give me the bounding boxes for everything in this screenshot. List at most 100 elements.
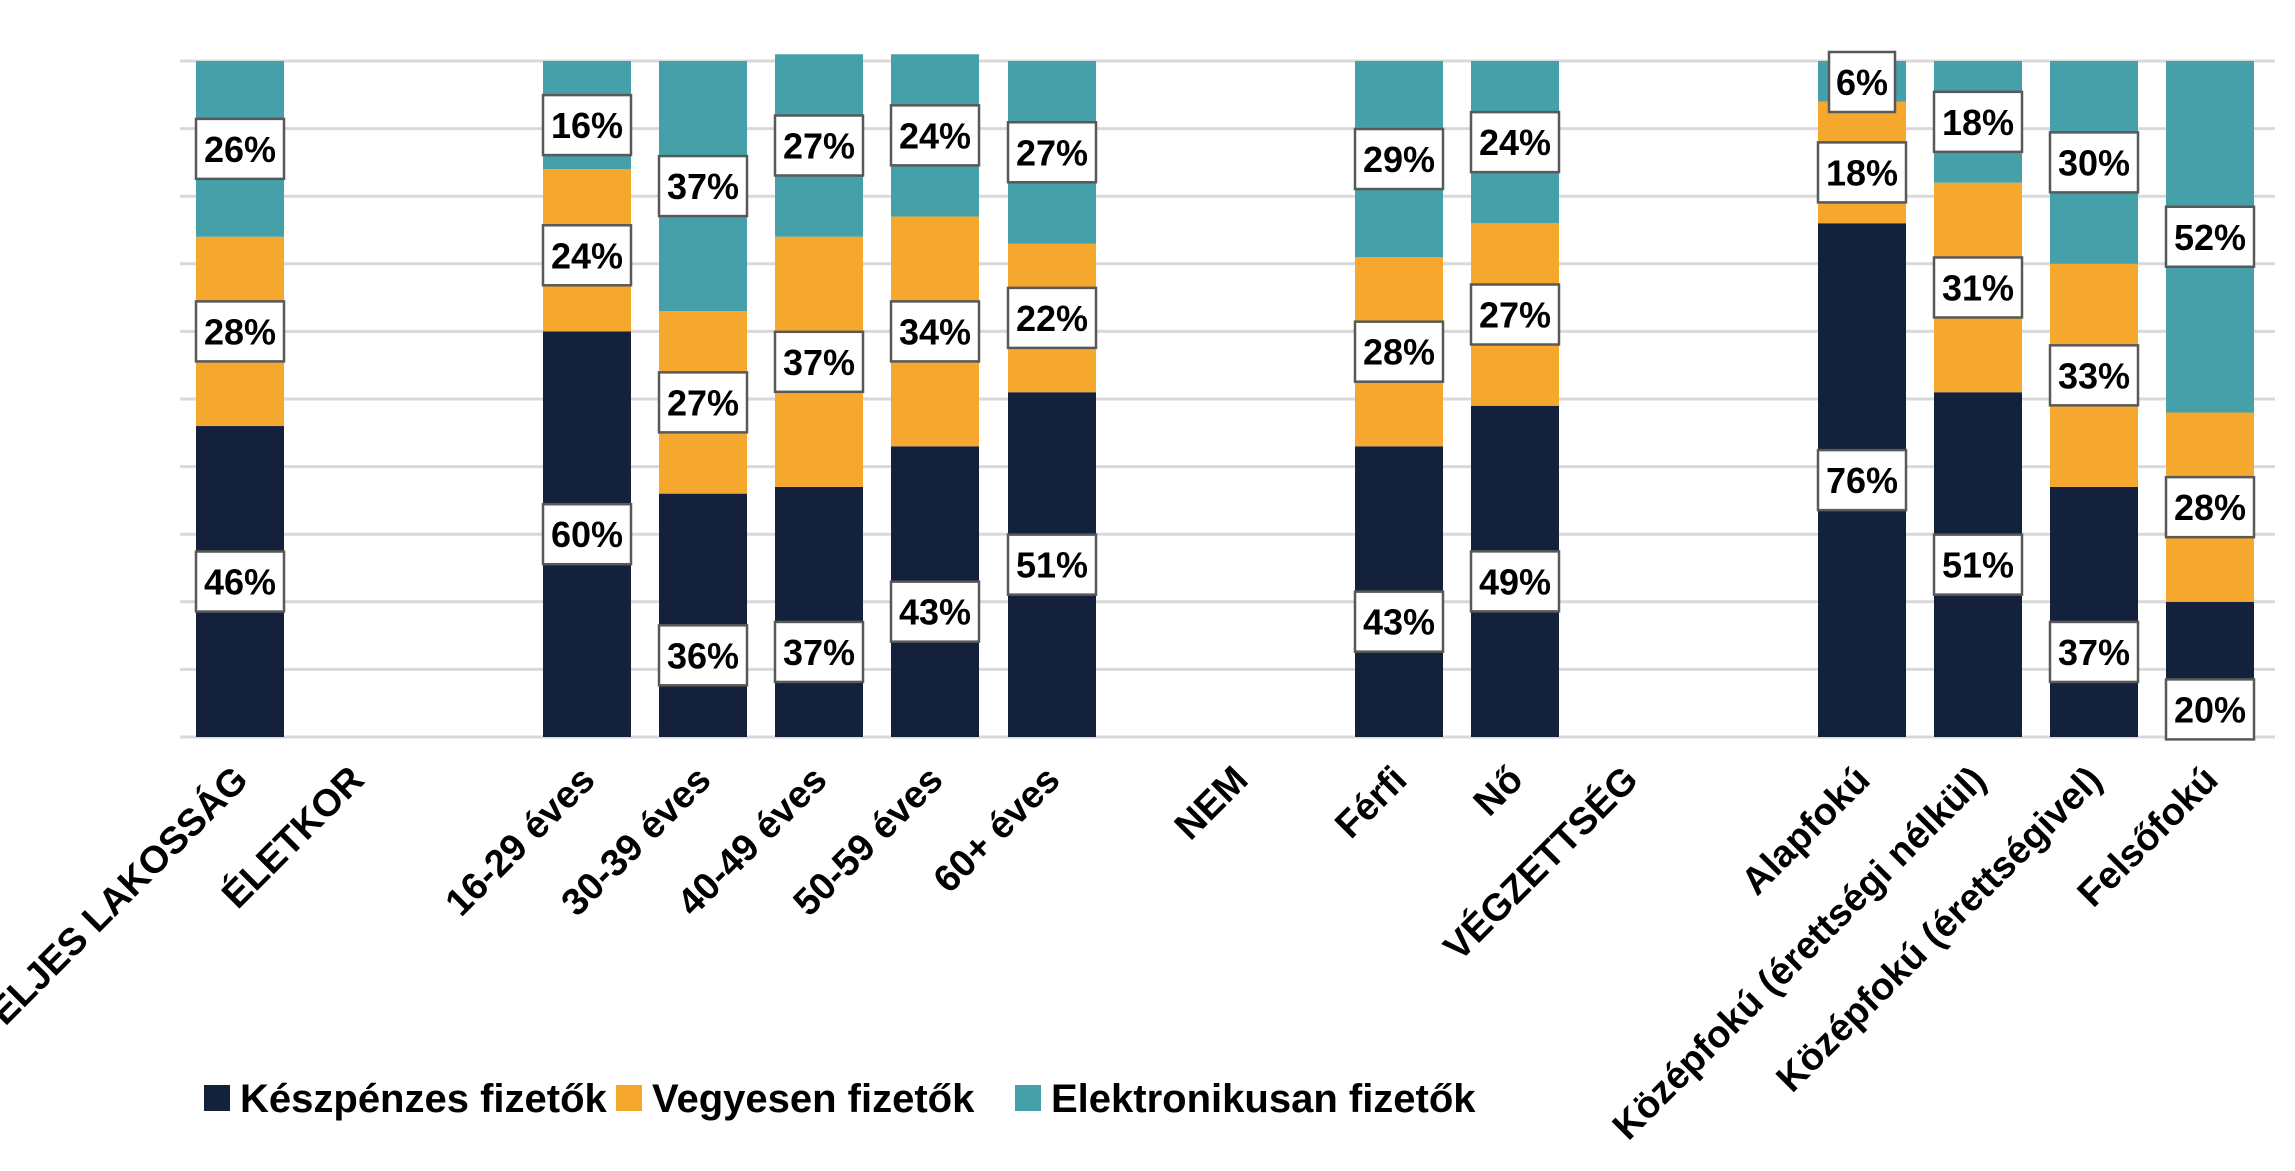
data-label: 37% — [2048, 620, 2140, 684]
data-label-box — [1006, 121, 1098, 184]
legend-label: Elektronikusan fizetők — [1051, 1077, 1476, 1121]
data-label-text: 76% — [1826, 460, 1898, 501]
legend-item: Elektronikusan fizetők — [1015, 1077, 1476, 1121]
data-label-text: 24% — [1479, 122, 1551, 163]
data-label-box — [889, 580, 981, 643]
legend-item: Készpénzes fizetők — [204, 1077, 608, 1121]
data-label-box — [541, 502, 633, 566]
legend-label: Vegyesen fizetők — [652, 1077, 975, 1121]
data-label-box — [2048, 620, 2140, 684]
data-label-box — [2164, 678, 2256, 741]
data-label: 34% — [889, 300, 981, 363]
data-label-text: 28% — [1363, 332, 1435, 373]
data-label: 27% — [1006, 121, 1098, 184]
bar-stack — [2166, 61, 2254, 737]
data-label-box — [1006, 533, 1098, 596]
data-label-text: 27% — [667, 382, 739, 423]
data-label-box — [1006, 286, 1098, 350]
data-label: 29% — [1353, 127, 1445, 191]
data-label-box — [2048, 131, 2140, 194]
data-label-box — [773, 114, 865, 177]
data-labels: 46% 28% 26% 60% 24% 16% 36% 27% 37% 37% 37% 27% 43% 3… — [194, 50, 2256, 741]
data-label-text: 37% — [2058, 632, 2130, 673]
bar-stack — [1934, 61, 2022, 737]
data-label: 6% — [1827, 50, 1897, 114]
data-label-box — [1469, 550, 1561, 613]
data-label-box — [1353, 590, 1445, 653]
data-label-text: 52% — [2174, 217, 2246, 258]
data-label-text: 36% — [667, 635, 739, 676]
data-label: 16% — [541, 93, 633, 157]
legend-item: Vegyesen fizetők — [616, 1077, 975, 1121]
data-label-box — [2048, 344, 2140, 407]
data-label-box — [657, 624, 749, 687]
data-label-box — [541, 93, 633, 157]
data-label-text: 18% — [1826, 152, 1898, 193]
data-label: 49% — [1469, 550, 1561, 613]
data-label-box — [889, 104, 981, 167]
gridlines — [180, 59, 2275, 739]
data-label: 28% — [194, 300, 286, 363]
data-label: 20% — [2164, 678, 2256, 741]
data-label: 22% — [1006, 286, 1098, 350]
data-label: 28% — [1353, 320, 1445, 383]
data-label-text: 27% — [783, 126, 855, 167]
data-label: 30% — [2048, 131, 2140, 194]
data-label-box — [1816, 448, 1908, 512]
data-label-text: 28% — [2174, 487, 2246, 528]
bar-segment — [775, 486, 863, 737]
data-label: 24% — [1469, 110, 1561, 174]
data-label: 24% — [541, 224, 633, 287]
data-label-box — [1932, 256, 2024, 319]
data-label-text: 6% — [1836, 62, 1888, 103]
category-label: NEM — [1167, 759, 1256, 848]
data-label: 37% — [773, 330, 865, 394]
data-label: 37% — [657, 154, 749, 218]
data-label: 27% — [1469, 283, 1561, 346]
data-label-box — [541, 224, 633, 287]
data-label-box — [1932, 533, 2024, 596]
data-label-box — [2164, 205, 2256, 269]
legend-label: Készpénzes fizetők — [240, 1077, 608, 1121]
category-label: VÉGZETTSÉG — [1435, 757, 1647, 969]
bar-stacks — [196, 54, 2254, 738]
data-label: 60% — [541, 502, 633, 566]
data-label-text: 24% — [551, 235, 623, 276]
category-label: Férfi — [1327, 759, 1415, 847]
data-label: 36% — [657, 624, 749, 687]
legend: Készpénzes fizetők Vegyesen fizetők Elektr… — [204, 1077, 1476, 1121]
data-label: 43% — [889, 580, 981, 643]
data-label: 18% — [1932, 90, 2024, 154]
data-label-text: 24% — [899, 115, 971, 156]
data-label-box — [1353, 320, 1445, 383]
data-label-box — [194, 550, 286, 613]
data-label-box — [657, 154, 749, 218]
data-label-text: 18% — [1942, 102, 2014, 143]
legend-swatch — [1015, 1085, 1041, 1111]
data-label-box — [1353, 127, 1445, 191]
data-label: 24% — [889, 104, 981, 167]
data-label-text: 33% — [2058, 355, 2130, 396]
data-label-box — [2164, 475, 2256, 539]
data-label-box — [1469, 110, 1561, 174]
bar-segment — [659, 493, 747, 737]
data-label-box — [657, 371, 749, 434]
data-label: 51% — [1006, 533, 1098, 596]
data-label: 37% — [773, 620, 865, 684]
data-label-text: 37% — [783, 632, 855, 673]
data-label-box — [1816, 141, 1908, 204]
data-label-text: 30% — [2058, 142, 2130, 183]
data-label-box — [1932, 90, 2024, 154]
data-label-box — [773, 620, 865, 684]
bar-stack — [543, 61, 631, 737]
data-label-text: 37% — [783, 342, 855, 383]
data-label-text: 51% — [1942, 545, 2014, 586]
data-label-text: 31% — [1942, 267, 2014, 308]
data-label: 43% — [1353, 590, 1445, 653]
data-label-box — [194, 117, 286, 181]
data-label: 27% — [773, 114, 865, 177]
data-label-text: 46% — [204, 562, 276, 603]
data-label-text: 27% — [1016, 132, 1088, 173]
data-label: 18% — [1816, 141, 1908, 204]
